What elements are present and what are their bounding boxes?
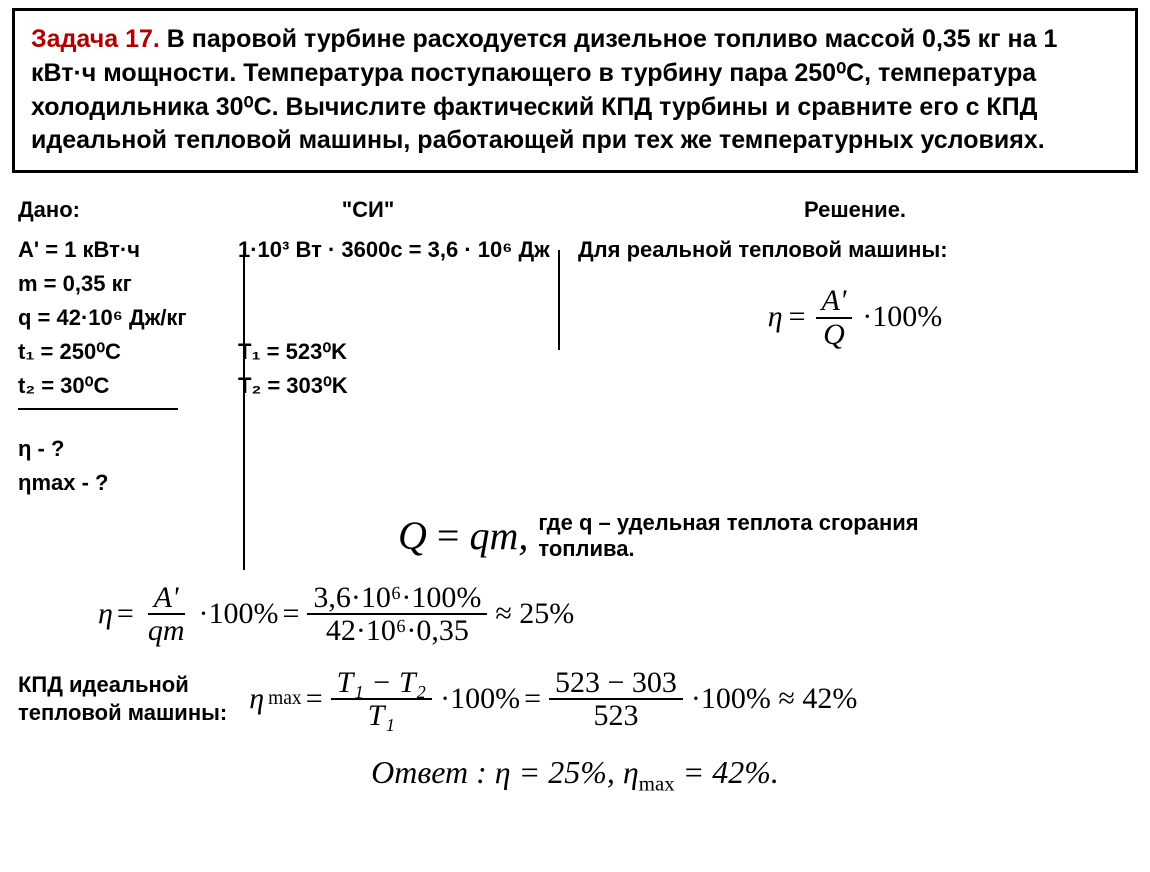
denominator: 523: [587, 700, 644, 732]
divider: [18, 408, 178, 410]
sub-max: max: [268, 688, 302, 710]
denominator: qm: [142, 615, 191, 647]
sym-eq: =: [437, 513, 460, 558]
denominator: Q: [817, 319, 851, 351]
real-machine-label: Для реальной тепловой машины:: [578, 233, 1132, 267]
sym-eq: =: [789, 294, 806, 341]
ideal-label-line: КПД идеальной: [18, 672, 189, 697]
find-line: η - ?: [18, 432, 238, 466]
columns: Дано: A' = 1 кВт·ч m = 0,35 кг q = 42·10…: [18, 193, 1132, 500]
solution-header: Решение.: [578, 193, 1132, 227]
fraction: 523 − 303 523: [549, 667, 683, 732]
numerator: A': [148, 582, 185, 616]
answer-p1: η = 25%,: [495, 754, 615, 790]
fraction: 3,6·10⁶·100% 42·10⁶·0,35: [307, 582, 487, 647]
q-note: где q – удельная теплота сгорания топлив…: [538, 510, 958, 562]
given-line: t₂ = 30⁰C: [18, 369, 238, 403]
numerator: T₁ − T₂: [331, 667, 432, 701]
given-line: q = 42·10⁶ Дж/кг: [18, 301, 238, 335]
problem-box: Задача 17. В паровой турбине расходуется…: [12, 8, 1138, 173]
answer-line: Ответ : η = 25%, ηmax = 42%.: [18, 754, 1132, 796]
ideal-label-line: тепловой машины:: [18, 700, 227, 725]
mult-100: ·100%: [862, 294, 942, 341]
sym-eta: η: [249, 682, 264, 716]
problem-number: Задача 17.: [31, 25, 160, 53]
solution-area: Дано: A' = 1 кВт·ч m = 0,35 кг q = 42·10…: [0, 193, 1150, 796]
fraction: T₁ − T₂ T₁: [331, 667, 432, 732]
denominator: T₁: [362, 700, 401, 732]
answer-p2sub: max: [639, 772, 675, 795]
formula-eta-calc: η = A' qm ·100% = 3,6·10⁶·100% 42·10⁶·0,…: [98, 582, 1132, 647]
sym-eta: η: [98, 597, 113, 631]
fraction: A' Q: [816, 285, 853, 350]
result: ·100% ≈ 42%: [691, 682, 857, 716]
answer-label: Ответ :: [371, 754, 487, 790]
si-line: T₂ = 303⁰K: [238, 369, 558, 403]
given-line: m = 0,35 кг: [18, 267, 238, 301]
denominator: 42·10⁶·0,35: [320, 615, 475, 647]
formula-Q: Q = qm, где q – удельная теплота сгорани…: [398, 510, 1132, 562]
sym-qm: qm,: [469, 513, 528, 558]
solution-column: Решение. Для реальной тепловой машины: η…: [558, 193, 1132, 350]
si-line: T₁ = 523⁰K: [238, 335, 558, 369]
ideal-label: КПД идеальной тепловой машины:: [18, 671, 227, 728]
sym-eq: =: [524, 682, 541, 716]
sym-eq: =: [282, 597, 299, 631]
formula-eta-real: η = A' Q ·100%: [578, 285, 1132, 350]
fraction: A' qm: [142, 582, 191, 647]
find-line: ηmax - ?: [18, 466, 238, 500]
given-line: A' = 1 кВт·ч: [18, 233, 238, 267]
approx-result: ≈ 25%: [495, 597, 574, 631]
given-line: t₁ = 250⁰C: [18, 335, 238, 369]
given-header: Дано:: [18, 193, 238, 227]
sym-eq: =: [306, 682, 323, 716]
sym-Q: Q: [398, 513, 427, 558]
given-column: Дано: A' = 1 кВт·ч m = 0,35 кг q = 42·10…: [18, 193, 238, 500]
si-header: "СИ": [238, 193, 558, 227]
formula-eta-max: КПД идеальной тепловой машины: ηmax = T₁…: [18, 667, 1132, 732]
find-block: η - ? ηmax - ?: [18, 432, 238, 500]
answer-p2: η: [623, 754, 639, 790]
sym-eq: =: [117, 597, 134, 631]
numerator: 3,6·10⁶·100%: [307, 582, 487, 616]
si-line: 1·10³ Вт · 3600с = 3,6 · 10⁶ Дж: [238, 233, 558, 267]
sym-eta: η: [768, 294, 783, 341]
mult-100: ·100%: [440, 682, 520, 716]
mult-100: ·100%: [198, 597, 278, 631]
numerator: 523 − 303: [549, 667, 683, 701]
numerator: A': [816, 285, 853, 319]
answer-p3: = 42%.: [675, 754, 779, 790]
si-column: "СИ" 1·10³ Вт · 3600с = 3,6 · 10⁶ Дж T₁ …: [238, 193, 558, 403]
problem-text: В паровой турбине расходуется дизельное …: [31, 25, 1057, 154]
